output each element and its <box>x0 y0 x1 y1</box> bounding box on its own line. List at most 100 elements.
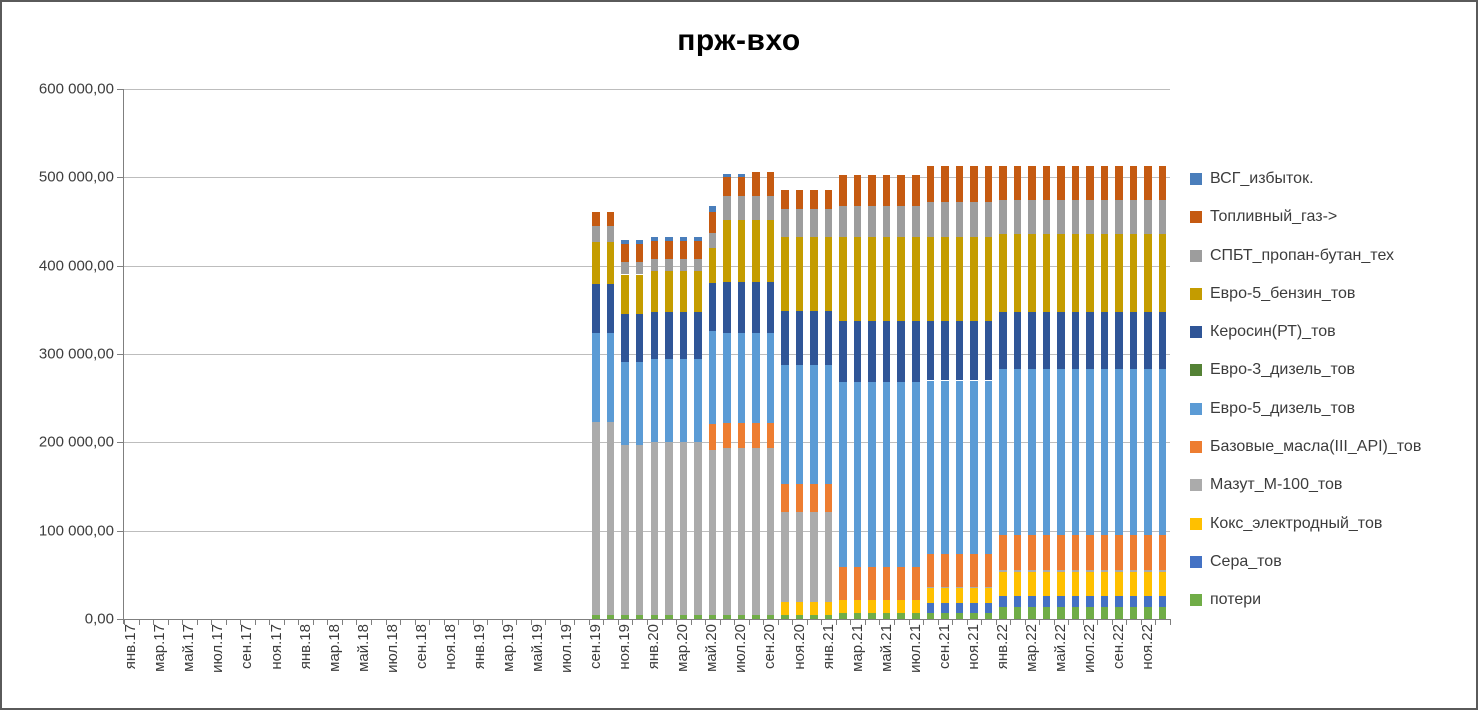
legend-row: Кокс_электродный_тов <box>1190 514 1476 532</box>
x-axis-label: июл.20 <box>732 624 750 673</box>
x-axis-tick <box>167 620 169 625</box>
bar-segment-Мазут_М-100_тов <box>723 447 731 615</box>
x-axis-tick <box>443 620 445 625</box>
bar-segment-Кокс_электродный_тов <box>1115 572 1123 597</box>
bar-segment-Топливный_газ-> <box>839 174 847 206</box>
bar-segment-СПБТ_пропан-бутан_тех <box>606 225 615 242</box>
bar-segment-Евро-5_бензин_тов <box>882 237 891 322</box>
bar-segment-потери <box>941 612 949 619</box>
bar-segment-Мазут_М-100_тов <box>665 442 673 615</box>
bar-segment-СПБТ_пропан-бутан_тех <box>1013 200 1022 234</box>
bar-segment-потери <box>912 612 920 619</box>
bar-segment-потери <box>897 612 905 619</box>
bar-segment-Базовые_масла(III_API)_тов <box>708 423 717 451</box>
bar-segment-Кокс_электродный_тов <box>839 599 847 613</box>
bar-segment-Евро-5_дизель_тов <box>897 382 905 567</box>
x-axis-label: май.21 <box>877 624 895 672</box>
x-axis-tick <box>879 620 881 625</box>
x-axis-label: июл.21 <box>906 624 924 673</box>
bar-segment-потери <box>606 614 615 619</box>
x-axis-tick <box>196 620 198 625</box>
bar-segment-Топливный_газ-> <box>781 189 789 210</box>
bar-segment-Мазут_М-100_тов <box>1158 570 1167 573</box>
bar-segment-ВСГ_избыток. <box>737 173 746 178</box>
x-axis-tick <box>269 620 271 625</box>
bar-segment-Керосин(РТ)_тов <box>868 321 876 383</box>
x-axis-tick <box>632 620 634 625</box>
bar-segment-Мазут_М-100_тов <box>926 587 935 589</box>
bar-segment-Керосин(РТ)_тов <box>1042 311 1051 369</box>
bar-segment-Евро-5_бензин_тов <box>897 237 905 322</box>
x-axis-tick <box>1082 620 1084 625</box>
bar-segment-Евро-5_бензин_тов <box>1158 233 1167 312</box>
bar-segment-Евро-5_дизель_тов <box>766 332 775 423</box>
x-axis-tick <box>617 620 619 625</box>
bar-segment-Евро-5_дизель_тов <box>941 380 949 554</box>
legend-row: Базовые_масла(III_API)_тов <box>1190 438 1476 455</box>
x-axis-tick <box>1155 620 1157 625</box>
x-axis-tick <box>864 620 866 625</box>
bar-segment-Топливный_газ-> <box>1042 165 1051 201</box>
bar-segment-Евро-5_дизель_тов <box>1100 369 1109 536</box>
bar-segment-Евро-5_бензин_тов <box>781 237 789 311</box>
x-axis-tick <box>792 620 794 625</box>
bar-segment-СПБТ_пропан-бутан_тех <box>1042 200 1051 234</box>
bar-segment-Евро-5_бензин_тов <box>665 270 673 312</box>
x-axis-tick <box>1170 620 1171 625</box>
x-axis-tick <box>400 620 402 625</box>
bar-segment-Керосин(РТ)_тов <box>1057 311 1065 369</box>
bar-segment-Евро-5_бензин_тов <box>1086 233 1094 312</box>
y-axis-tick <box>117 354 123 355</box>
x-axis-tick <box>1039 620 1041 625</box>
bar-segment-Кокс_электродный_тов <box>781 602 789 616</box>
bar-segment-Сера_тов <box>1115 596 1123 607</box>
bar-segment-Керосин(РТ)_тов <box>839 321 847 383</box>
bar-segment-Евро-5_дизель_тов <box>912 382 920 567</box>
bar-segment-потери <box>868 612 876 619</box>
bar-segment-Керосин(РТ)_тов <box>665 311 673 360</box>
x-axis-tick <box>530 620 532 625</box>
bar-segment-Сера_тов <box>1144 596 1152 607</box>
bar-segment-Мазут_М-100_тов <box>970 587 978 589</box>
legend-swatch-icon <box>1190 326 1202 339</box>
gridline <box>124 442 1170 444</box>
bar-segment-Мазут_М-100_тов <box>781 512 789 603</box>
bar-segment-Евро-5_дизель_тов <box>1057 369 1065 536</box>
bar-segment-Евро-5_дизель_тов <box>635 361 644 445</box>
y-axis-label: 400 000,00 <box>38 257 114 275</box>
x-axis-tick <box>225 620 227 625</box>
x-axis-label: янв.17 <box>122 624 140 670</box>
legend-swatch-icon <box>1190 594 1202 607</box>
bar-segment-Евро-5_дизель_тов <box>606 332 615 422</box>
bar-segment-Евро-5_бензин_тов <box>970 237 978 322</box>
y-axis-label: 200 000,00 <box>38 433 114 451</box>
legend-swatch-icon <box>1190 441 1202 454</box>
bar-segment-Топливный_газ-> <box>1100 165 1109 201</box>
bar-segment-потери <box>650 614 658 619</box>
y-axis-label: 500 000,00 <box>38 168 114 186</box>
y-axis-tick <box>117 177 123 179</box>
bar-segment-Кокс_электродный_тов <box>1129 572 1138 597</box>
bar-segment-Евро-5_бензин_тов <box>984 237 993 322</box>
legend-label: Кокс_электродный_тов <box>1210 514 1383 532</box>
bar-segment-потери <box>781 615 789 619</box>
x-axis-tick <box>763 620 765 625</box>
bar-segment-Евро-5_бензин_тов <box>839 237 847 322</box>
bar-segment-Евро-5_бензин_тов <box>912 237 920 322</box>
bar-segment-Топливный_газ-> <box>1144 165 1152 201</box>
x-axis-label: сен.17 <box>238 624 256 669</box>
bar-segment-Кокс_электродный_тов <box>882 599 891 613</box>
bar-segment-Евро-5_бензин_тов <box>1071 233 1080 312</box>
legend-label: ВСГ_избыток. <box>1210 170 1314 187</box>
bar-segment-Керосин(РТ)_тов <box>621 314 629 362</box>
x-axis-tick <box>1140 620 1142 625</box>
bar-segment-Мазут_М-100_тов <box>679 442 688 615</box>
bar-segment-Евро-5_бензин_тов <box>1100 233 1109 312</box>
x-axis-tick <box>501 620 503 625</box>
bar-segment-Топливный_газ-> <box>694 240 702 259</box>
bar-segment-Керосин(РТ)_тов <box>984 321 993 381</box>
bar-segment-Керосин(РТ)_тов <box>1158 311 1167 369</box>
bar-segment-Керосин(РТ)_тов <box>737 282 746 333</box>
bar-segment-Мазут_М-100_тов <box>766 447 775 615</box>
